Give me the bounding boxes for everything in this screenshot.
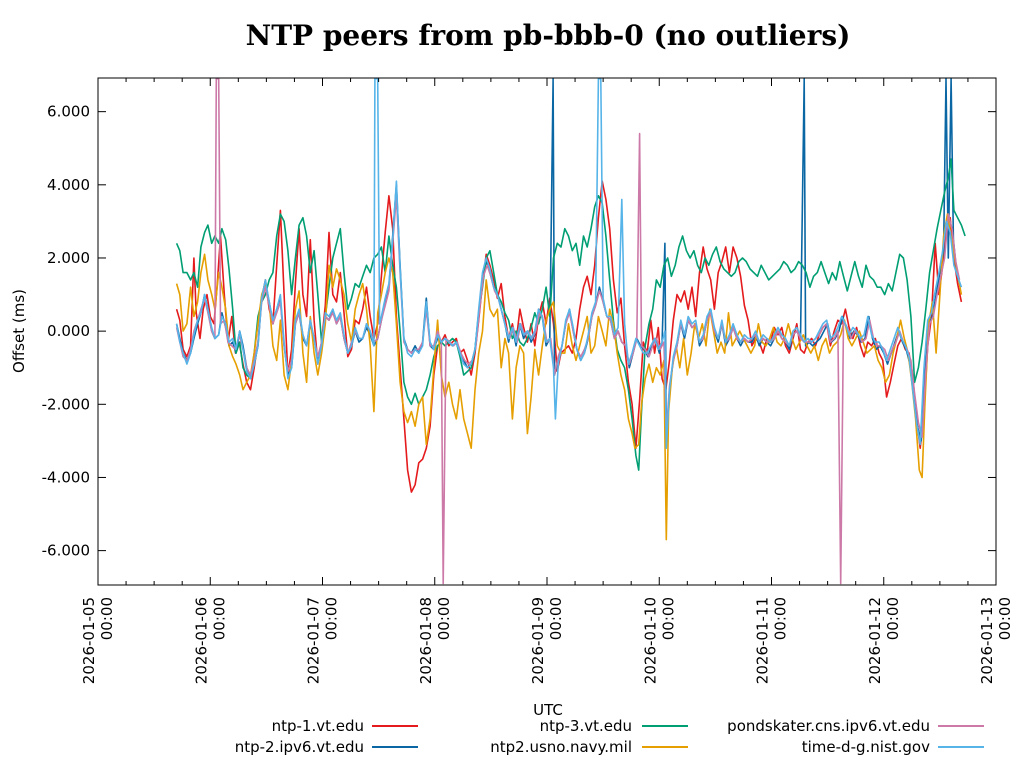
x-tick-date: 2026-01-10 [641, 597, 659, 684]
x-tick-time: 00:00 [547, 597, 565, 640]
chart-title: NTP peers from pb-bbb-0 (no outliers) [246, 19, 851, 52]
x-tick-date: 2026-01-07 [305, 597, 323, 684]
x-tick-date: 2026-01-09 [529, 597, 547, 684]
x-tick-date: 2026-01-08 [417, 597, 435, 684]
legend-item: ntp-2.ipv6.vt.edu [235, 738, 418, 756]
y-tick-label: -2.000 [42, 395, 90, 413]
x-tick-label: 2026-01-08 00:00 [417, 597, 453, 684]
x-tick-label: 2026-01-10 00:00 [641, 597, 677, 684]
y-tick-label: 6.000 [47, 103, 90, 121]
x-tick-label: 2026-01-07 00:00 [305, 597, 341, 684]
legend-label: ntp2.usno.navy.mil [490, 738, 632, 756]
x-tick-label: 2026-01-13 00:00 [978, 597, 1014, 684]
series-line-time-d-g-nist-gov [175, 78, 963, 449]
legend-label: pondskater.cns.ipv6.vt.edu [727, 717, 930, 735]
x-tick-time: 00:00 [884, 597, 902, 640]
x-tick-label: 2026-01-09 00:00 [529, 597, 565, 684]
y-tick-label: 2.000 [47, 249, 90, 267]
legend-item: ntp2.usno.navy.mil [490, 738, 688, 756]
legend-label: time-d-g.nist.gov [802, 738, 930, 756]
x-tick-date: 2026-01-13 [978, 597, 996, 684]
x-tick-time: 00:00 [996, 597, 1014, 640]
x-tick-time: 00:00 [210, 597, 228, 640]
x-tick-label: 2026-01-05 00:00 [80, 597, 116, 684]
x-tick-date: 2026-01-12 [866, 597, 884, 684]
y-tick-label: -6.000 [42, 542, 90, 560]
legend-item: time-d-g.nist.gov [802, 738, 984, 756]
legend-label: ntp-3.vt.edu [540, 717, 632, 735]
x-tick-time: 00:00 [435, 597, 453, 640]
x-tick-label: 2026-01-11 00:00 [754, 597, 790, 684]
x-tick-label: 2026-01-06 00:00 [192, 597, 228, 684]
x-tick-time: 00:00 [323, 597, 341, 640]
y-axis: 6.000 4.000 2.000 0.000 -2.000 -4.000 -6.000 [42, 103, 996, 560]
legend-item: ntp-1.vt.edu [272, 717, 418, 735]
x-axis-label: UTC [533, 701, 563, 719]
legend-label: ntp-2.ipv6.vt.edu [235, 738, 364, 756]
y-axis-label: Offset (ms) [10, 289, 28, 373]
series-line-ntp-3-vt-edu [175, 158, 966, 471]
legend-label: ntp-1.vt.edu [272, 717, 364, 735]
y-tick-label: 0.000 [47, 322, 90, 340]
x-tick-label: 2026-01-12 00:00 [866, 597, 902, 684]
x-tick-time: 00:00 [772, 597, 790, 640]
x-tick-time: 00:00 [98, 597, 116, 640]
y-tick-label: 4.000 [47, 176, 90, 194]
series-line-ntp2-usno-navy-mil [175, 213, 963, 541]
x-tick-time: 00:00 [659, 597, 677, 640]
x-axis: 2026-01-05 00:00 2026-01-06 00:00 2026-01-07… [80, 78, 1014, 684]
y-tick-label: -4.000 [42, 468, 90, 486]
x-tick-date: 2026-01-05 [80, 597, 98, 684]
x-tick-date: 2026-01-11 [754, 597, 772, 684]
x-tick-date: 2026-01-06 [192, 597, 210, 684]
legend-item: ntp-3.vt.edu [540, 717, 688, 735]
legend: ntp-1.vt.edu ntp-2.ipv6.vt.edu ntp-3.vt.ed… [235, 717, 984, 756]
legend-item: pondskater.cns.ipv6.vt.edu [727, 717, 984, 735]
series-layer [175, 78, 966, 585]
